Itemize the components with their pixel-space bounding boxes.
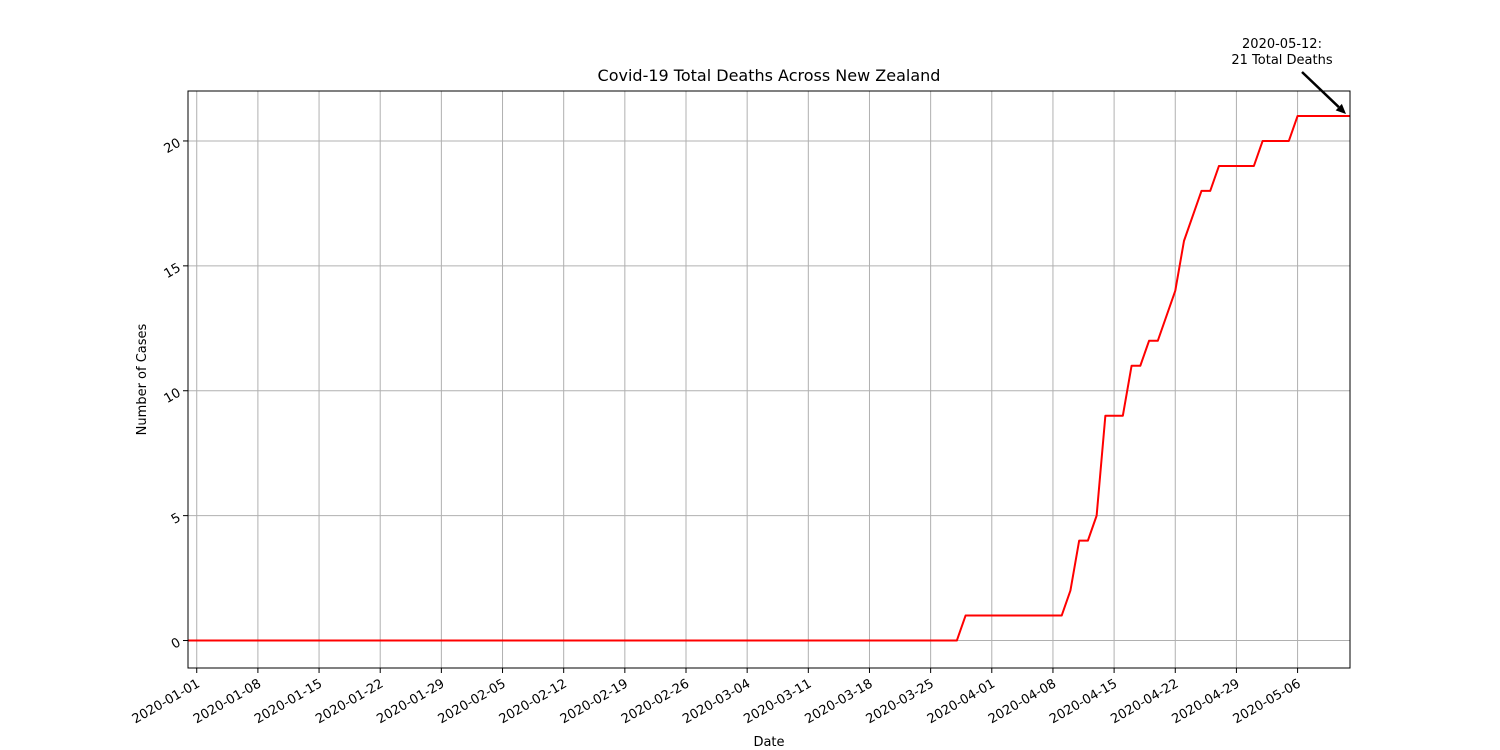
x-tick-label: 2020-02-05 <box>436 676 509 727</box>
x-tick-label: 2020-02-12 <box>497 676 570 727</box>
x-axis-ticks: 2020-01-012020-01-082020-01-152020-01-22… <box>130 668 1304 727</box>
x-tick-label: 2020-03-11 <box>741 676 814 727</box>
series-layer <box>188 114 1350 642</box>
x-tick-label: 2020-04-29 <box>1169 676 1242 727</box>
x-tick-label: 2020-01-15 <box>252 676 325 727</box>
x-tick-label: 2020-02-19 <box>558 676 631 727</box>
annotation-arrowhead <box>1335 103 1346 114</box>
annotation-date: 2020-05-12: <box>1242 37 1322 52</box>
chart-title: Covid-19 Total Deaths Across New Zealand <box>598 66 941 85</box>
y-tick-label: 0 <box>169 635 184 652</box>
y-tick-label: 10 <box>162 386 184 407</box>
x-tick-label: 2020-02-26 <box>619 676 692 727</box>
grid-lines <box>188 91 1350 668</box>
x-tick-label: 2020-01-08 <box>191 676 264 727</box>
x-tick-label: 2020-03-25 <box>864 676 937 727</box>
x-tick-label: 2020-04-15 <box>1047 676 1120 727</box>
plot-frame <box>187 90 1351 669</box>
annotation-total: 21 Total Deaths <box>1231 53 1332 68</box>
x-tick-label: 2020-03-04 <box>680 676 753 727</box>
x-tick-label: 2020-04-08 <box>986 676 1059 727</box>
y-axis-label: Number of Cases <box>135 323 150 435</box>
x-tick-label: 2020-04-01 <box>925 676 998 727</box>
x-tick-label: 2020-04-22 <box>1108 676 1181 727</box>
y-tick-label: 5 <box>169 510 184 527</box>
y-axis-ticks: 0 5 10 15 20 <box>162 136 188 652</box>
x-tick-label: 2020-01-22 <box>313 676 386 727</box>
y-tick-label: 20 <box>162 136 184 157</box>
series-line <box>188 114 1350 642</box>
x-axis-label: Date <box>753 735 784 750</box>
x-tick-label: 2020-03-18 <box>803 676 876 727</box>
annotation-arrow <box>1301 71 1340 108</box>
x-tick-label: 2020-01-01 <box>130 676 203 727</box>
x-tick-label: 2020-05-06 <box>1231 676 1304 727</box>
y-tick-label: 15 <box>162 261 184 282</box>
x-tick-label: 2020-01-29 <box>374 676 447 727</box>
annotation: 2020-05-12: 21 Total Deaths <box>1231 37 1346 114</box>
